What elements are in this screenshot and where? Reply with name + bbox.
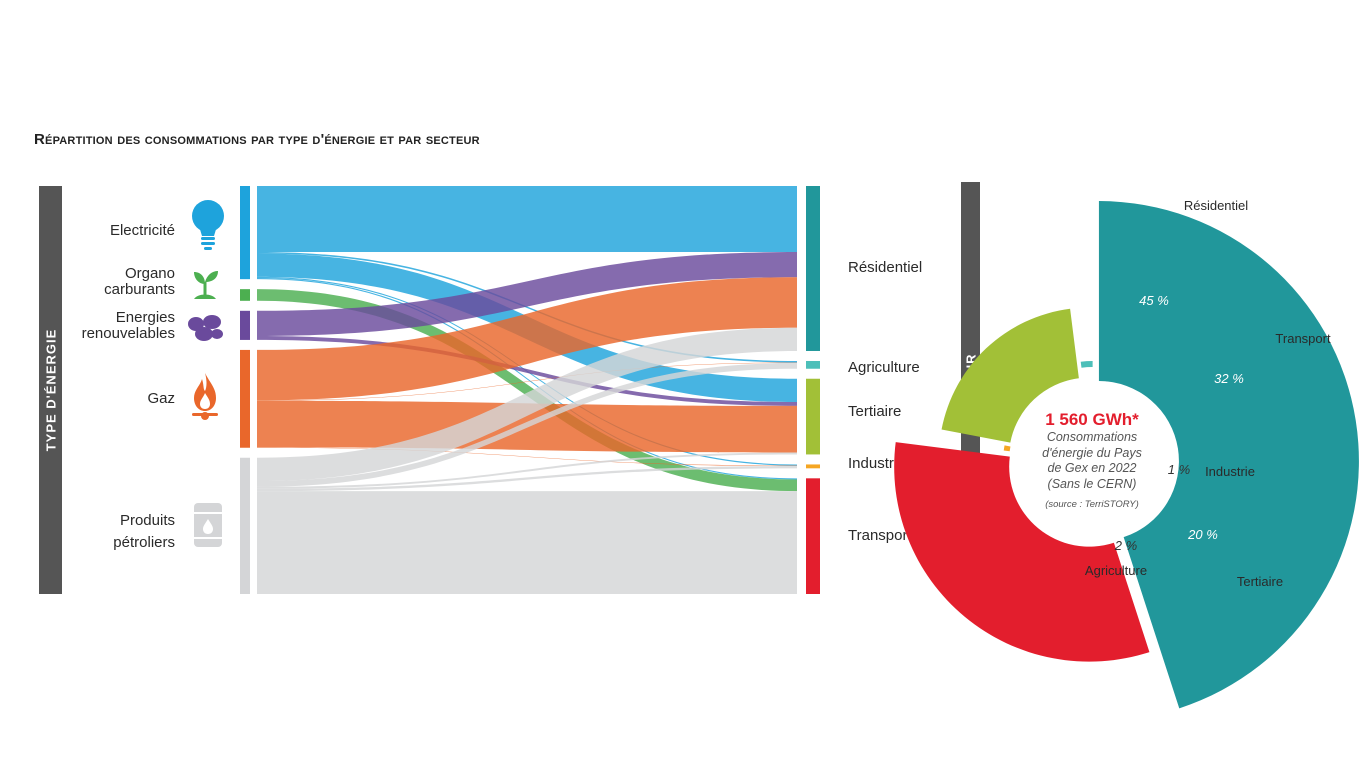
center-line-3: de Gex en 2022 xyxy=(1047,461,1137,475)
source-label-petroliers: Produits pétroliers xyxy=(113,512,175,551)
pie-category-label-industrie: Industrie xyxy=(1205,464,1255,479)
target-node-tertiaire xyxy=(806,378,820,455)
sankey-link-petroliers-residentiel xyxy=(257,327,797,482)
pie-category-label-transport: Transport xyxy=(1275,331,1331,346)
target-label-tertiaire: Tertiaire xyxy=(848,403,902,420)
sankey-link-gaz-industrie xyxy=(257,447,797,466)
flame-icon xyxy=(192,373,218,420)
sankey-nodes xyxy=(240,186,820,594)
target-label-industrie: Industrie xyxy=(848,455,906,472)
source-label-renouvelables: Energies renouvelables xyxy=(81,309,175,342)
target-label-transport: Transport xyxy=(848,527,912,544)
source-node-petroliers xyxy=(240,457,250,594)
energy-type-axis-bar: TYPE D'ÉNERGIE xyxy=(39,186,62,594)
pie-value-label-industrie: 1 % xyxy=(1168,462,1190,477)
pie-slice-agriculture xyxy=(1080,361,1093,368)
pie-slice-residentiel xyxy=(1098,201,1359,709)
pie-slice-industrie xyxy=(1003,445,1011,452)
source-note: (source : TerriSTORY) xyxy=(1045,499,1139,510)
source-label-gaz: Gaz xyxy=(147,390,175,407)
source-node-electricite xyxy=(240,186,250,280)
source-label-organo: Organo carburants xyxy=(104,265,175,298)
source-node-gaz xyxy=(240,349,250,448)
pie-slice-tertiaire xyxy=(941,308,1079,443)
center-line-4: (Sans le CERN) xyxy=(1047,476,1137,491)
sankey-link-electricite-residentiel xyxy=(257,186,797,252)
target-label-residentiel: Résidentiel xyxy=(848,259,923,276)
lightbulb-icon xyxy=(192,200,224,250)
sankey-link-petroliers-tertiaire xyxy=(257,452,797,489)
total-value: 1 560 GWh* xyxy=(1045,410,1139,429)
sankey-link-electricite-agriculture xyxy=(257,251,797,363)
target-node-industrie xyxy=(806,464,820,469)
pie-value-label-tertiaire: 20 % xyxy=(1187,527,1218,542)
sankey-link-petroliers-industrie xyxy=(257,465,797,492)
pie-category-label-agriculture: Agriculture xyxy=(1085,563,1147,578)
target-node-transport xyxy=(806,478,820,594)
sankey-link-petroliers-agriculture xyxy=(257,362,797,487)
sankey-link-organo-transport xyxy=(257,289,797,492)
sankey-link-renouvelables-residentiel xyxy=(257,251,797,337)
pie-category-label-residentiel: Résidentiel xyxy=(1184,198,1248,213)
center-line-2: d'énergie du Pays xyxy=(1042,445,1142,460)
sankey-link-petroliers-transport xyxy=(257,491,797,594)
oil-barrel-icon xyxy=(194,503,222,547)
sankey-link-gaz-agriculture xyxy=(257,362,797,401)
sankey-link-renouvelables-tertiaire xyxy=(257,336,797,406)
target-label-agriculture: Agriculture xyxy=(848,359,920,376)
source-node-renouvelables xyxy=(240,310,250,340)
source-label-electricite: Electricité xyxy=(109,222,175,239)
center-line-1: Consommations xyxy=(1046,430,1138,444)
sankey-link-gaz-residentiel xyxy=(257,277,797,401)
sprout-icon xyxy=(194,271,218,299)
target-node-agriculture xyxy=(806,360,820,369)
pie-value-label-agriculture: 2 % xyxy=(1114,538,1137,553)
pie-value-label-residentiel: 45 % xyxy=(1139,293,1169,308)
source-node-organo xyxy=(240,289,250,301)
pie-category-label-tertiaire: Tertiaire xyxy=(1237,574,1283,589)
sankey-links xyxy=(257,186,797,594)
pie-center-text: 1 560 GWh* Consommations d'énergie du Pa… xyxy=(1028,410,1156,510)
pie-slice-transport xyxy=(894,442,1150,662)
target-node-residentiel xyxy=(806,186,820,351)
pie-value-label-transport: 32 % xyxy=(1214,371,1244,386)
sankey-link-electricite-transport xyxy=(257,278,797,480)
chart-title: Répartition des consommations par type d… xyxy=(34,131,480,148)
wood-logs-icon xyxy=(188,315,223,341)
